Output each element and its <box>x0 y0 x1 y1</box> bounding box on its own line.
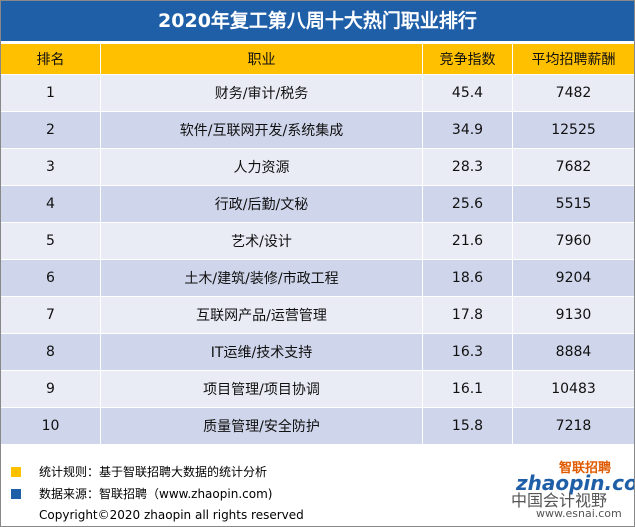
watermark-url: www.esnai.com <box>536 507 622 520</box>
table-cell: 21.6 <box>423 223 513 259</box>
table-cell: 18.6 <box>423 260 513 296</box>
table-cell: 4 <box>1 186 101 222</box>
column-header: 职业 <box>101 44 423 74</box>
table-row: 2 软件/互联网开发/系统集成 34.9 12525 <box>1 111 634 148</box>
table-cell: 项目管理/项目协调 <box>101 371 423 407</box>
table-cell: 16.3 <box>423 334 513 370</box>
note: 统计规则：基于智联招聘大数据的统计分析 <box>11 463 267 480</box>
table-cell: 45.4 <box>423 75 513 111</box>
logo-cn: 智联招聘 <box>559 461 612 476</box>
table-cell: 34.9 <box>423 112 513 148</box>
table-cell: 7482 <box>555 85 592 101</box>
bullet <box>11 488 21 499</box>
watermark: 中国会计视野 <box>511 491 608 510</box>
table-cell: 土木/建筑/装修/市政工程 <box>101 260 423 296</box>
table-cell: 15.8 <box>423 408 513 444</box>
table-cell: 9130 <box>555 307 592 323</box>
copyright: Copyright©2020 zhaopin all rights reserv… <box>39 508 304 522</box>
table-cell: 9 <box>1 371 101 407</box>
table-cell: 互联网产品/运营管理 <box>101 297 423 333</box>
column-header: 平均招聘薪酬 <box>531 52 616 68</box>
table-cell: 16.1 <box>423 371 513 407</box>
logo-en: zhaopin.com <box>516 471 634 495</box>
table-cell: 6 <box>1 260 101 296</box>
table-row: 1 财务/审计/税务 45.4 7482 <box>1 74 634 111</box>
table-row: 6 土木/建筑/装修/市政工程 18.6 9204 <box>1 259 634 296</box>
table-row: 9 项目管理/项目协调 16.1 10483 <box>1 370 634 407</box>
title: 2020年复工第八周十大热门职业排行 <box>1 1 634 41</box>
table-row: 10 质量管理/安全防护 15.8 7218 <box>1 407 634 444</box>
table-cell: 8884 <box>555 344 592 360</box>
header-row: 排名 职业 竞争指数 平均招聘薪酬 <box>1 43 634 74</box>
column-header: 排名 <box>1 44 101 74</box>
bullet <box>11 466 21 477</box>
table-cell: 7 <box>1 297 101 333</box>
table: 排名 职业 竞争指数 平均招聘薪酬 1 财务/审计/税务 45.4 7482 2 软件/互联网开发… <box>1 43 634 444</box>
table-cell: 人力资源 <box>101 149 423 185</box>
note-text: 统计规则：基于智联招聘大数据的统计分析 <box>39 465 268 479</box>
note-text: 数据来源：智联招聘（www.zhaopin.com) <box>39 487 273 501</box>
table-cell: 25.6 <box>423 186 513 222</box>
table-row: 4 行政/后勤/文秘 25.6 5515 <box>1 185 634 222</box>
table-row: 5 艺术/设计 21.6 7960 <box>1 222 634 259</box>
note: 数据来源：智联招聘（www.zhaopin.com) <box>11 485 272 502</box>
table-cell: 10 <box>1 408 101 444</box>
table-row: 8 IT运维/技术支持 16.3 8884 <box>1 333 634 370</box>
table-cell: 8 <box>1 334 101 370</box>
table-cell: 1 <box>1 75 101 111</box>
table-cell: 2 <box>1 112 101 148</box>
table-cell: 艺术/设计 <box>101 223 423 259</box>
table-cell: 质量管理/安全防护 <box>101 408 423 444</box>
table-row: 3 人力资源 28.3 7682 <box>1 148 634 185</box>
table-cell: IT运维/技术支持 <box>101 334 423 370</box>
table-cell: 5515 <box>555 196 592 212</box>
table-cell: 财务/审计/税务 <box>101 75 423 111</box>
table-cell: 5 <box>1 223 101 259</box>
table-cell: 9204 <box>555 270 592 286</box>
table-cell: 行政/后勤/文秘 <box>101 186 423 222</box>
table-row: 7 互联网产品/运营管理 17.8 9130 <box>1 296 634 333</box>
table-cell: 7682 <box>555 159 592 175</box>
column-header: 竞争指数 <box>423 44 513 74</box>
table-cell: 12525 <box>551 122 596 138</box>
table-cell: 10483 <box>551 381 596 397</box>
table-cell: 软件/互联网开发/系统集成 <box>101 112 423 148</box>
table-cell: 3 <box>1 149 101 185</box>
table-cell: 17.8 <box>423 297 513 333</box>
table-cell: 28.3 <box>423 149 513 185</box>
table-cell: 7960 <box>555 233 592 249</box>
table-cell: 7218 <box>555 418 592 434</box>
